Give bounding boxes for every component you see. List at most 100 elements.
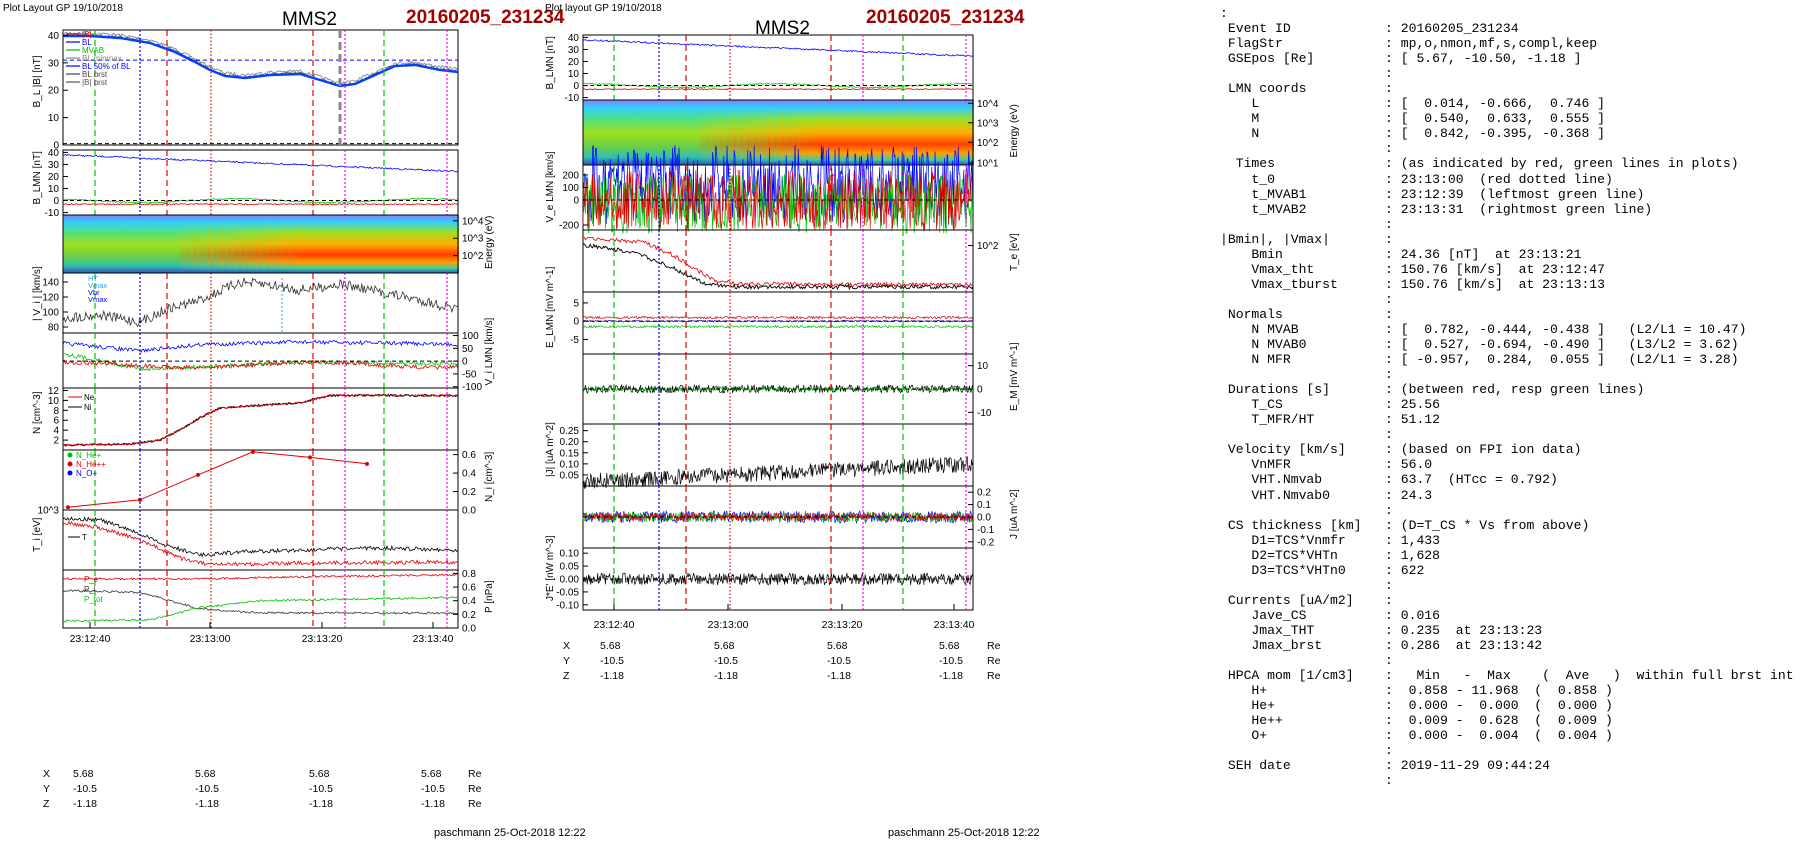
y-tick-label: 0.1 bbox=[977, 500, 991, 511]
plot-layout-label: Plot layout GP 19/10/2018 bbox=[545, 3, 662, 14]
plot-layout-label: Plot Layout GP 19/10/2018 bbox=[3, 3, 123, 14]
info-line: : bbox=[1220, 367, 1393, 383]
info-line: : bbox=[1220, 502, 1393, 518]
y-tick-label: 30 bbox=[568, 45, 580, 56]
BM-trace bbox=[62, 197, 458, 204]
y-tick-label: 0.2 bbox=[462, 487, 476, 498]
y-tick-label: -50 bbox=[462, 369, 477, 380]
legend-label: Vmax bbox=[88, 281, 107, 290]
coord-value: -10.5 bbox=[939, 655, 963, 667]
y-tick-label: 0.25 bbox=[560, 426, 580, 437]
spectrogram-strip bbox=[325, 215, 334, 273]
info-line: : bbox=[1220, 653, 1393, 669]
y-tick-label: 100 bbox=[462, 331, 479, 342]
spectrogram-strip bbox=[713, 100, 722, 165]
JdotE-trace bbox=[582, 572, 974, 587]
info-line: SEH date : 2019-11-29 09:44:24 bbox=[1220, 758, 1551, 774]
EN-trace bbox=[582, 315, 973, 320]
y-tick-label: 10 bbox=[48, 113, 60, 124]
y-tick-label: 0.10 bbox=[560, 459, 580, 470]
spectrogram-strip bbox=[270, 215, 279, 273]
panel-frame bbox=[62, 449, 459, 511]
spectrogram-strip bbox=[761, 100, 770, 165]
panel-frame bbox=[62, 149, 459, 216]
y-tick-label: 40 bbox=[568, 33, 580, 44]
y-tick-label: 0.0 bbox=[462, 624, 476, 635]
y-axis-label-right: T_e [eV] bbox=[1009, 233, 1020, 271]
y-tick-label: 10^4 bbox=[977, 99, 999, 110]
spectrogram-strip bbox=[863, 100, 872, 165]
BL-trace bbox=[62, 153, 458, 173]
spectrogram-strip bbox=[409, 215, 418, 273]
coord-value: -1.18 bbox=[939, 670, 963, 682]
panel-frame bbox=[62, 387, 459, 451]
spectrogram-strip bbox=[754, 100, 763, 165]
spectrogram-strip bbox=[263, 215, 272, 273]
vi-magnitude-trace bbox=[62, 277, 458, 328]
y-tick-label: 10^2 bbox=[462, 251, 484, 262]
info-line: Durations [s] : (between red, resp green… bbox=[1220, 382, 1645, 398]
y-axis-label: E_LMN [mV m^-1] bbox=[545, 266, 556, 348]
y-tick-label: 0.0 bbox=[462, 506, 476, 517]
spectrogram-strip bbox=[180, 215, 188, 273]
y-tick-label: 20 bbox=[48, 86, 60, 97]
y-tick-label: 0.4 bbox=[462, 469, 476, 480]
info-line: Currents [uA/m2] : bbox=[1220, 592, 1393, 608]
y-tick-label: 10^2 bbox=[977, 241, 999, 252]
spectrogram-strip bbox=[829, 100, 838, 165]
spectrogram-strip bbox=[720, 100, 729, 165]
spectrogram-strip bbox=[795, 100, 804, 165]
coords-table: X 5.68 5.68 5.68 5.68 Re Y -10.5 -10.5 -10.5 -10.5… bbox=[540, 640, 1120, 700]
y-tick-label: 40 bbox=[48, 148, 60, 159]
spectrogram-strip bbox=[740, 100, 749, 165]
info-line: He+ : 0.000 - 0.000 ( 0.000 ) bbox=[1220, 698, 1613, 714]
y-axis-label: T_i [eV] bbox=[32, 517, 43, 552]
info-line: : bbox=[1220, 773, 1393, 789]
EM-trace bbox=[582, 324, 974, 329]
spectrogram-strip bbox=[200, 215, 209, 273]
panel-frame bbox=[62, 29, 459, 146]
info-line: t_0 : 23:13:00 (red dotted line) bbox=[1220, 171, 1613, 187]
BN-trace bbox=[62, 203, 458, 206]
y-tick-label: 0 bbox=[573, 196, 579, 207]
spectrogram-strip bbox=[706, 100, 715, 165]
info-line: Normals : bbox=[1220, 306, 1393, 322]
y-tick-label: 10^4 bbox=[462, 216, 484, 227]
y-axis-label: N [cm^-3] bbox=[32, 391, 43, 434]
info-line: Jmax_THT : 0.235 at 23:13:23 bbox=[1220, 622, 1543, 638]
spectrogram-strip bbox=[221, 215, 230, 273]
spectrogram-strip bbox=[959, 100, 968, 165]
he2-point bbox=[251, 449, 255, 454]
coord-value: -1.18 bbox=[600, 670, 624, 682]
y-tick-label: 8 bbox=[53, 406, 59, 417]
legend-label: BL brst bbox=[82, 70, 108, 79]
legend-label: HT bbox=[88, 274, 98, 283]
y-axis-label: B_LMN [nT] bbox=[545, 36, 556, 90]
middle-figure: Plot layout GP 19/10/2018 MMS2 20160205_… bbox=[540, 0, 1180, 841]
info-line: T_MFR/HT : 51.12 bbox=[1220, 412, 1441, 428]
info-line: M : [ 0.540, 0.633, 0.555 ] bbox=[1220, 111, 1606, 127]
legend-label: |B| bbox=[82, 30, 92, 39]
spectrogram-strip bbox=[256, 215, 265, 273]
info-line: N MVAB : [ 0.782, -0.444, -0.438 ] (L2/L… bbox=[1220, 321, 1747, 337]
y-axis-label: B_LMN [nT] bbox=[32, 151, 43, 205]
coord-value: -10.5 bbox=[195, 783, 219, 795]
coord-value: -10.5 bbox=[827, 655, 851, 667]
y-tick-label: 40 bbox=[48, 31, 60, 42]
y-tick-label: -0.2 bbox=[977, 537, 995, 548]
spectrogram-strip bbox=[856, 100, 865, 165]
spectrogram-strip bbox=[938, 100, 947, 165]
spectrogram-strip bbox=[822, 100, 831, 165]
info-line: : bbox=[1220, 66, 1393, 82]
spectrogram-strip bbox=[423, 215, 432, 273]
spectrogram-strip bbox=[374, 215, 383, 273]
Ptot-trace bbox=[62, 573, 458, 581]
event-info-panel: : Event ID : 20160205_231234 FlagStr : m… bbox=[1220, 6, 1800, 788]
spectrogram-strip bbox=[346, 215, 355, 273]
y-tick-label: 0.00 bbox=[560, 575, 580, 586]
spectrogram-strip bbox=[884, 100, 893, 165]
spectrogram-strip bbox=[816, 100, 824, 165]
coord-unit: Re bbox=[987, 655, 1001, 667]
spectrogram-strip bbox=[193, 215, 202, 273]
